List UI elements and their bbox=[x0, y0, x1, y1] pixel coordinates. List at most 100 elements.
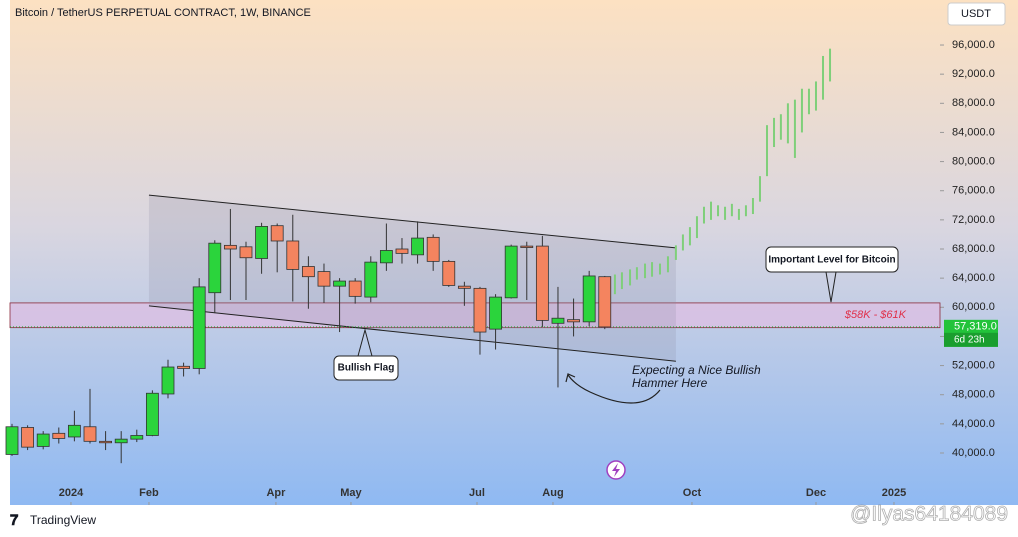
hammer-arrow bbox=[567, 374, 661, 404]
projection-bar bbox=[773, 117, 776, 148]
brand-logo: 𝟕 bbox=[10, 512, 19, 529]
y-tick-label: 76,000.0 bbox=[952, 185, 995, 197]
candle-body bbox=[239, 246, 253, 259]
candle-body bbox=[177, 365, 190, 369]
candle-body bbox=[286, 240, 300, 270]
candle-body bbox=[551, 317, 565, 324]
candle-body bbox=[426, 236, 440, 262]
candle-body bbox=[255, 226, 268, 259]
price-tag-label: 57,319.0 bbox=[954, 321, 997, 333]
projection-bar bbox=[666, 256, 669, 273]
candle-body bbox=[223, 244, 237, 250]
level-pointer bbox=[825, 271, 837, 303]
projection-bar bbox=[717, 205, 720, 217]
zone-label: $58K - $61K bbox=[844, 309, 907, 321]
currency-label: USDT bbox=[961, 8, 991, 20]
candle-body bbox=[99, 440, 112, 444]
projection-bar bbox=[758, 176, 761, 202]
projection-bar bbox=[814, 81, 817, 111]
level-callout-text: Important Level for Bitcoin bbox=[768, 255, 895, 266]
candle-body bbox=[83, 426, 97, 442]
y-tick-label: 92,000.0 bbox=[952, 68, 995, 80]
y-tick-label: 52,000.0 bbox=[952, 359, 995, 371]
brand-name: TradingView bbox=[30, 513, 96, 527]
projection-bar bbox=[822, 55, 825, 100]
candle-body bbox=[114, 438, 128, 444]
candle-body bbox=[5, 426, 19, 455]
projection-bar bbox=[620, 272, 623, 290]
projection-bar bbox=[724, 206, 727, 220]
candle-body bbox=[348, 280, 362, 297]
candle-body bbox=[161, 366, 175, 395]
countdown-label: 6d 23h bbox=[954, 334, 985, 345]
x-tick-label: Apr bbox=[266, 487, 286, 499]
projection-bar bbox=[695, 216, 698, 239]
y-tick-label: 80,000.0 bbox=[952, 155, 995, 167]
projection-bar bbox=[651, 262, 654, 277]
currency-button[interactable] bbox=[947, 2, 1006, 26]
candle-body bbox=[582, 275, 596, 323]
x-tick-label: Oct bbox=[683, 487, 702, 499]
projection-bar bbox=[807, 88, 810, 115]
candle-body bbox=[411, 237, 424, 256]
projection-bar bbox=[829, 48, 832, 82]
candle-body bbox=[36, 433, 50, 447]
candle-body bbox=[301, 266, 315, 278]
x-tick-label: 2024 bbox=[59, 487, 84, 499]
candle-body bbox=[21, 427, 34, 448]
y-tick-label: 48,000.0 bbox=[952, 389, 995, 401]
x-tick-label: Dec bbox=[806, 487, 826, 499]
projection-bar bbox=[674, 245, 677, 260]
candle-body bbox=[364, 261, 378, 298]
y-tick-label: 88,000.0 bbox=[952, 97, 995, 109]
level-callout bbox=[765, 246, 899, 273]
y-tick-label: 96,000.0 bbox=[952, 39, 995, 51]
watermark: @Ilyas64184089 bbox=[850, 503, 1008, 526]
hammer-note: Expecting a Nice Bullish bbox=[632, 363, 761, 377]
flag-pointer bbox=[357, 328, 373, 357]
candle-body bbox=[598, 276, 612, 328]
y-tick-label: 60,000.0 bbox=[952, 301, 995, 313]
candle-body bbox=[145, 392, 159, 436]
projection-bar bbox=[751, 198, 754, 215]
candle-body bbox=[504, 245, 518, 299]
x-tick-label: Jul bbox=[469, 487, 485, 499]
candle-body bbox=[535, 245, 549, 321]
hammer-arrow-head bbox=[565, 373, 576, 383]
x-tick-label: Aug bbox=[542, 487, 563, 499]
projection-bar bbox=[766, 125, 769, 177]
projection-bar bbox=[629, 269, 632, 286]
chart-title: Bitcoin / TetherUS PERPETUAL CONTRACT, 1… bbox=[15, 7, 311, 19]
candle-body bbox=[473, 287, 487, 333]
candle-body bbox=[489, 296, 502, 330]
candle-body bbox=[52, 432, 66, 439]
projection-bar bbox=[702, 206, 705, 224]
channel-upper bbox=[148, 194, 676, 249]
candle-body bbox=[130, 435, 144, 440]
y-tick-label: 64,000.0 bbox=[952, 272, 995, 284]
candle-body bbox=[67, 424, 81, 438]
candle-body bbox=[442, 260, 456, 286]
channel-lower bbox=[148, 305, 676, 362]
projection-bar bbox=[786, 103, 789, 144]
candle-body bbox=[317, 271, 331, 287]
flag-callout-text: Bullish Flag bbox=[338, 363, 395, 374]
x-tick-label: Feb bbox=[139, 487, 159, 499]
candle-body bbox=[192, 286, 206, 369]
projection-bar bbox=[658, 263, 661, 275]
flash-glyph bbox=[612, 463, 620, 477]
projection-bar bbox=[644, 263, 647, 279]
countdown-tag bbox=[944, 332, 998, 347]
projection-bar bbox=[737, 208, 740, 220]
x-tick-label: 2025 bbox=[882, 487, 906, 499]
projection-bar bbox=[613, 274, 616, 295]
candle-body bbox=[270, 225, 284, 242]
x-tick-label: May bbox=[340, 487, 362, 499]
y-tick-label: 84,000.0 bbox=[952, 126, 995, 138]
y-tick-label: 68,000.0 bbox=[952, 243, 995, 255]
projection-bar bbox=[681, 234, 684, 251]
projection-bar bbox=[710, 201, 713, 220]
candle-body bbox=[567, 319, 580, 323]
